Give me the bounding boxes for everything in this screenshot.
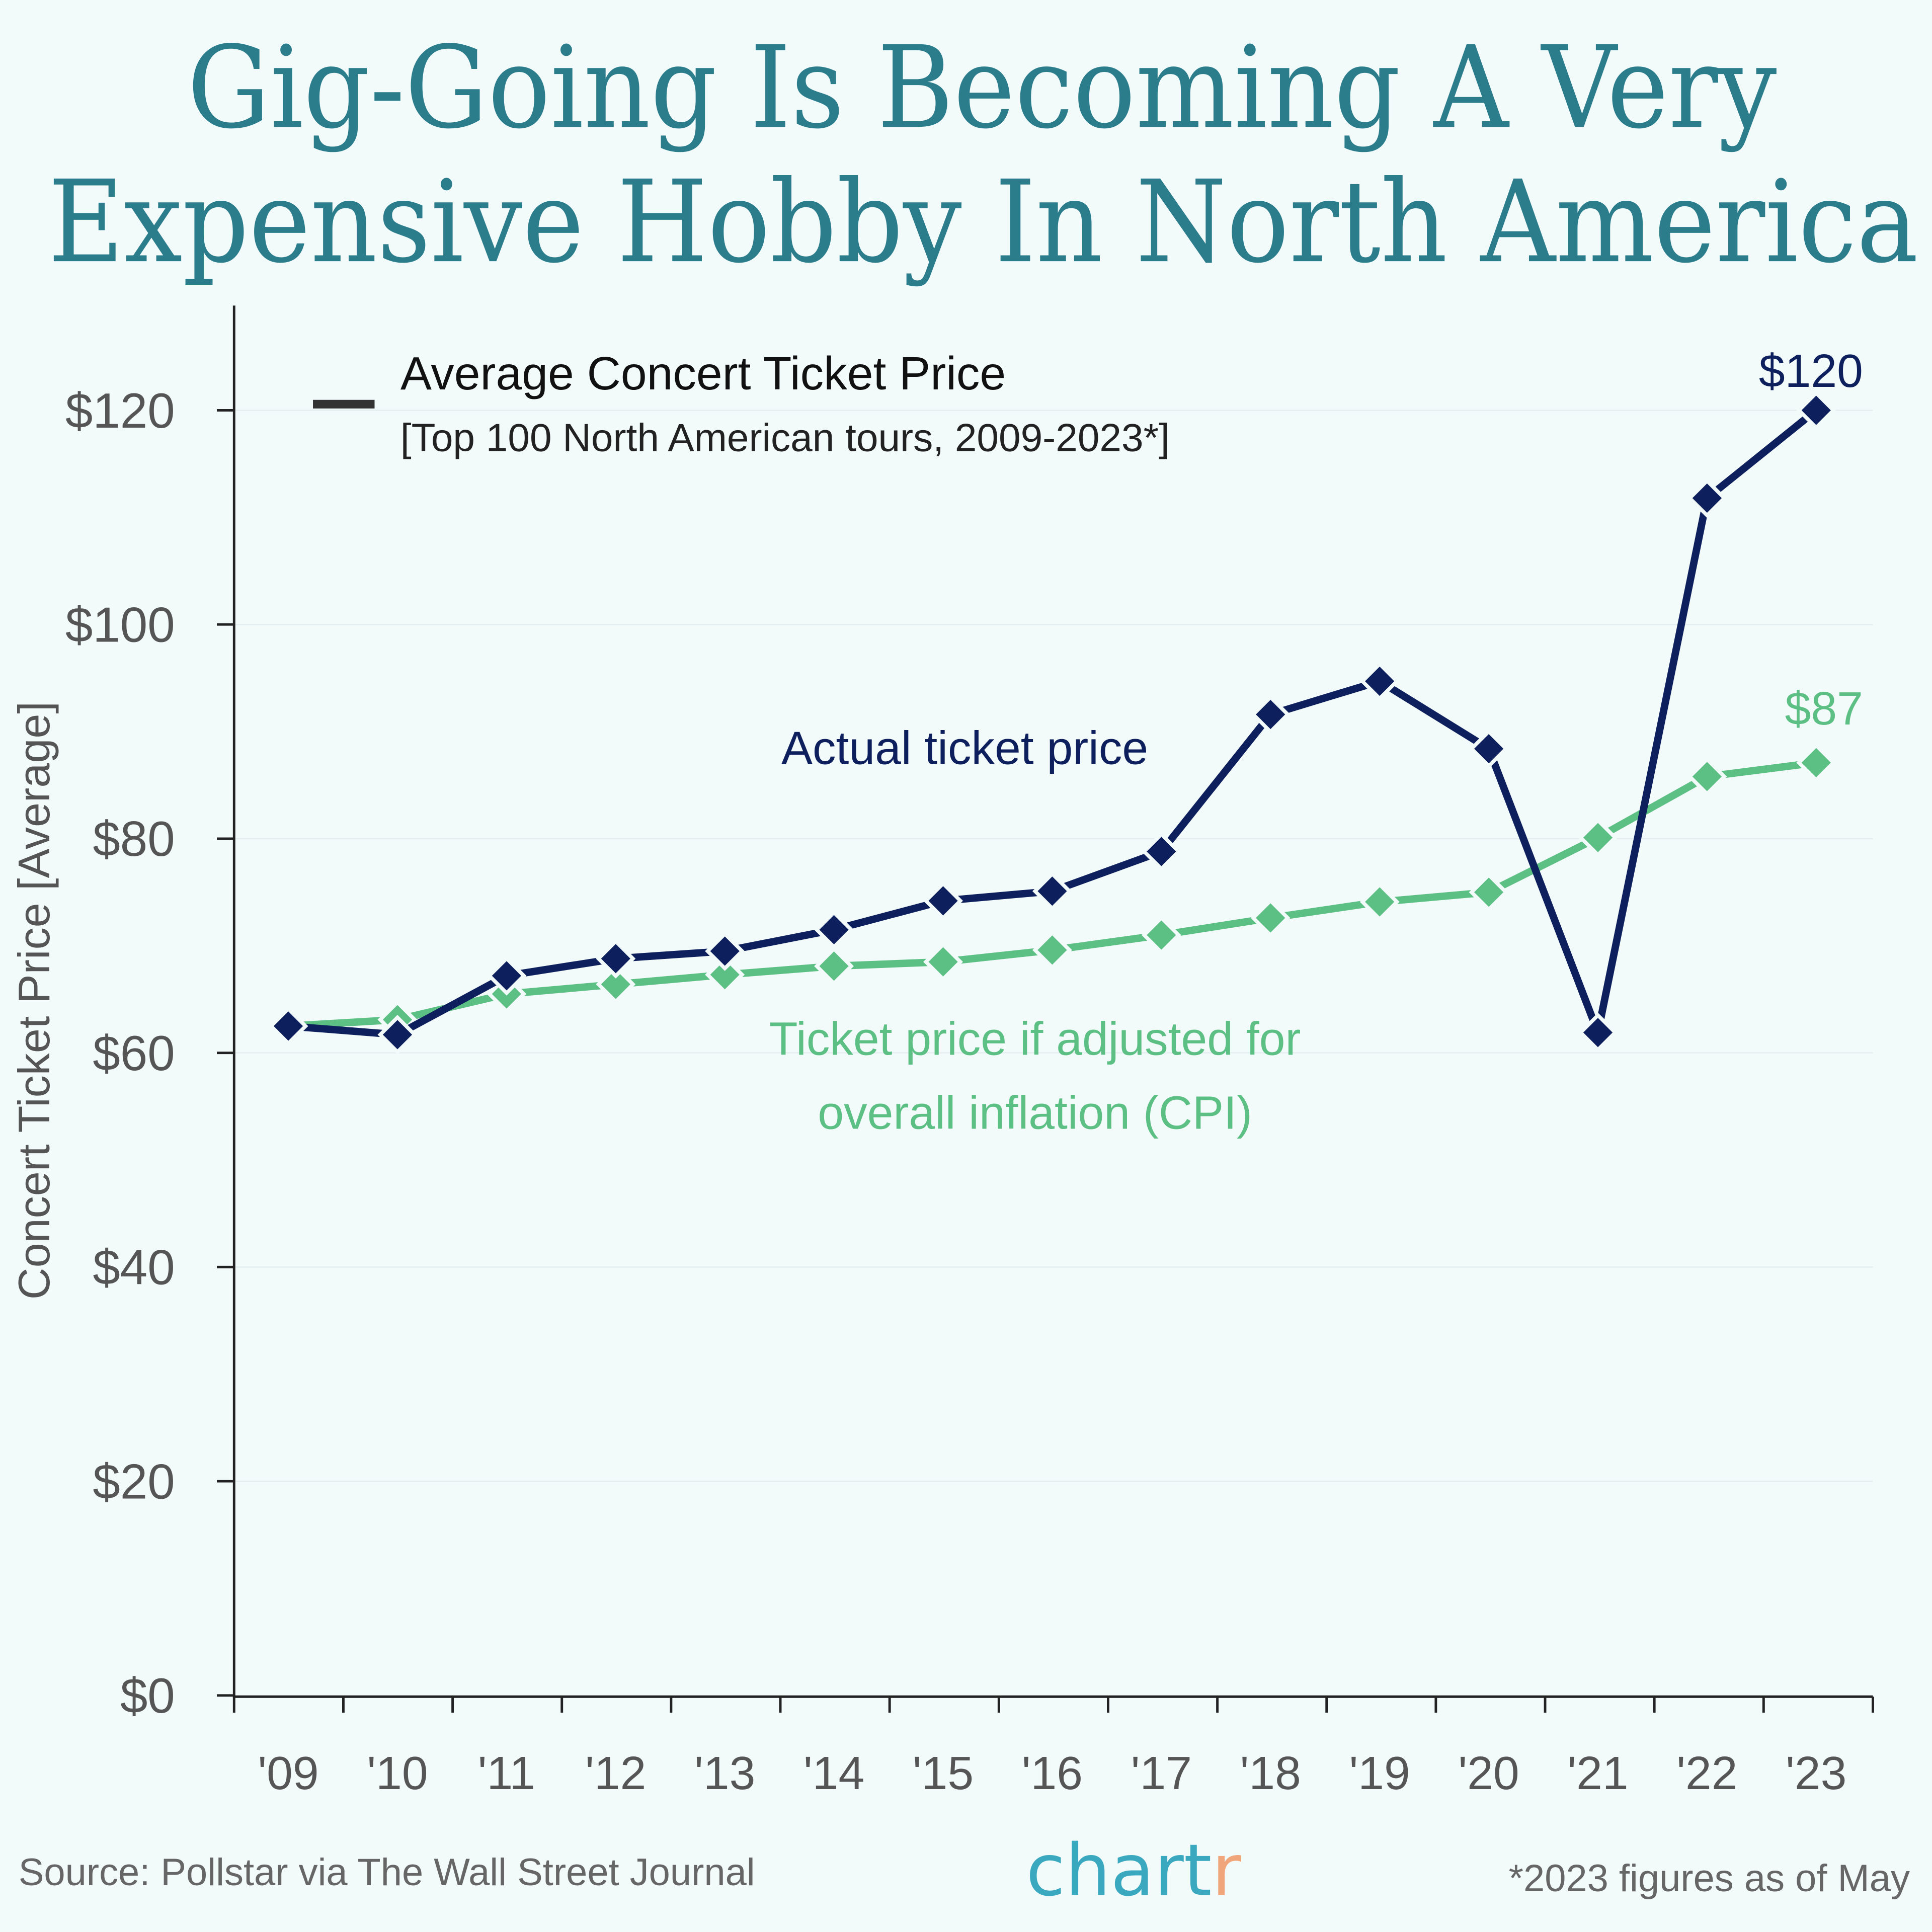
data-point-actual xyxy=(814,910,854,950)
y-axis-label: Concert Ticket Price [Average] xyxy=(9,701,59,1300)
data-point-cpi xyxy=(1578,818,1618,858)
legend-title: Average Concert Ticket Price xyxy=(400,347,1006,399)
y-tick-label: $20 xyxy=(93,1454,175,1509)
data-point-actual xyxy=(1141,832,1181,871)
data-point-cpi xyxy=(1359,882,1400,922)
x-tick-label: '09 xyxy=(258,1747,318,1799)
legend-subtitle: [Top 100 North American tours, 2009-2023… xyxy=(400,415,1170,459)
data-point-cpi xyxy=(1469,872,1509,912)
title-line-1: Gig-Going Is Becoming A Very xyxy=(187,22,1777,154)
data-point-cpi xyxy=(1250,898,1291,938)
data-point-actual xyxy=(1250,694,1291,735)
x-tick-label: '19 xyxy=(1349,1747,1410,1799)
data-point-cpi xyxy=(923,942,963,982)
y-tick-label: $60 xyxy=(93,1025,175,1081)
data-point-cpi xyxy=(814,946,854,986)
x-tick-label: '22 xyxy=(1676,1747,1737,1799)
data-point-cpi xyxy=(1796,743,1836,783)
data-point-actual xyxy=(268,1006,308,1046)
series-label-cpi-line-2: overall inflation (CPI) xyxy=(818,1086,1252,1139)
x-tick-label: '21 xyxy=(1567,1747,1628,1799)
chartr-logo: chartr xyxy=(1026,1829,1241,1912)
end-label-cpi: $87 xyxy=(1785,682,1863,735)
y-tick-label: $80 xyxy=(93,811,175,866)
x-tick-label: '16 xyxy=(1022,1747,1083,1799)
x-tick-label: '12 xyxy=(585,1747,646,1799)
y-tick-label: $40 xyxy=(93,1240,175,1295)
x-tick-label: '20 xyxy=(1458,1747,1519,1799)
y-ticks: $0 $20 $40 $60 $80 $100 $120 xyxy=(65,383,234,1723)
data-point-cpi xyxy=(1141,915,1181,955)
data-point-cpi xyxy=(1032,930,1072,970)
x-tick-label: '23 xyxy=(1786,1747,1846,1799)
series-label-actual: Actual ticket price xyxy=(781,721,1148,774)
x-ticks: '09 '10 '11 '12 '13 '14 '15 '16 '17 '18 '19 '20 '21 '… xyxy=(232,1697,1874,1799)
series-layer xyxy=(268,390,1836,1055)
end-label-actual: $120 xyxy=(1759,345,1863,397)
title-line-2: Expensive Hobby In North America xyxy=(48,156,1919,288)
data-point-actual xyxy=(1359,661,1400,701)
data-point-actual xyxy=(1469,729,1509,769)
x-tick-label: '13 xyxy=(694,1747,755,1799)
footnote: *2023 figures as of May xyxy=(1508,1857,1910,1900)
x-tick-label: '15 xyxy=(913,1747,974,1799)
gridlines xyxy=(234,410,1873,1482)
source-note: Source: Pollstar via The Wall Street Jou… xyxy=(19,1851,755,1894)
data-point-actual xyxy=(1578,1012,1618,1053)
series-label-cpi-line-1: Ticket price if adjusted for xyxy=(769,1012,1301,1065)
data-point-actual xyxy=(923,880,963,921)
data-point-actual xyxy=(596,938,636,979)
x-tick-label: '17 xyxy=(1131,1747,1192,1799)
data-point-actual xyxy=(1032,871,1072,911)
data-point-actual xyxy=(1687,478,1727,518)
data-point-actual xyxy=(487,955,527,996)
data-point-actual xyxy=(377,1014,418,1055)
data-point-cpi xyxy=(1687,757,1727,796)
x-tick-label: '10 xyxy=(367,1747,428,1799)
y-tick-label: $0 xyxy=(120,1668,175,1723)
data-point-cpi xyxy=(596,964,636,1004)
x-tick-label: '14 xyxy=(803,1747,864,1799)
data-point-cpi xyxy=(705,954,745,995)
x-tick-label: '18 xyxy=(1240,1747,1301,1799)
data-point-actual xyxy=(705,931,745,971)
x-tick-label: '11 xyxy=(478,1747,535,1799)
y-tick-label: $120 xyxy=(65,383,175,438)
y-tick-label: $100 xyxy=(65,597,175,653)
data-point-actual xyxy=(1796,390,1836,430)
